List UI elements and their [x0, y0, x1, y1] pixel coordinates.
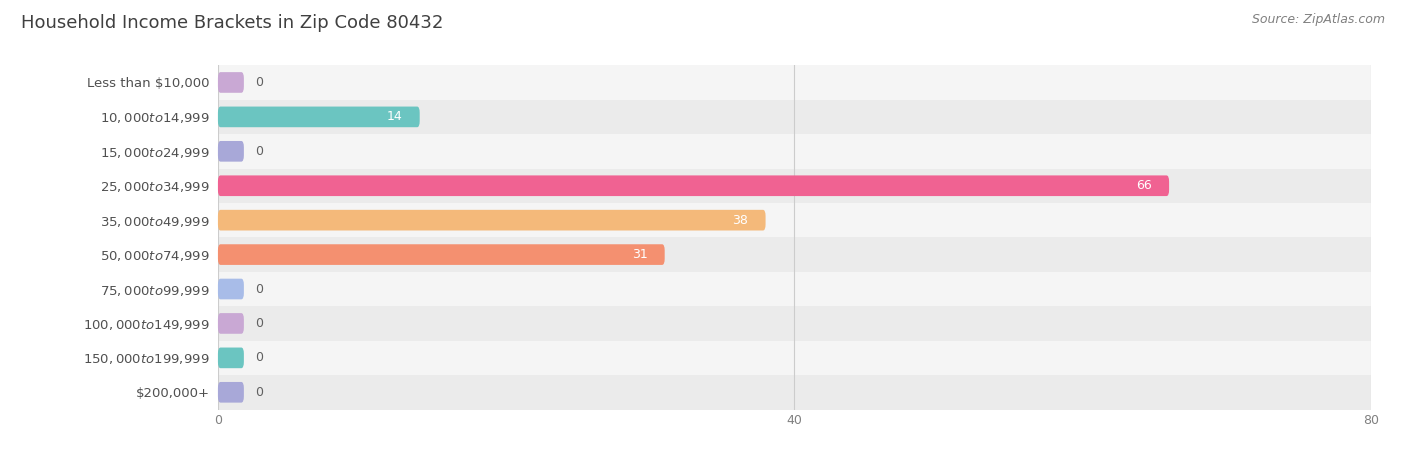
Bar	[218, 65, 1371, 100]
FancyBboxPatch shape	[218, 176, 1170, 196]
Text: 0: 0	[256, 351, 263, 364]
FancyBboxPatch shape	[218, 244, 665, 265]
Text: 0: 0	[256, 145, 263, 158]
Bar	[218, 203, 1371, 238]
Bar	[218, 272, 1371, 306]
FancyBboxPatch shape	[218, 210, 765, 230]
Text: 31: 31	[631, 248, 647, 261]
FancyBboxPatch shape	[218, 279, 243, 299]
Bar	[218, 99, 1371, 134]
FancyBboxPatch shape	[218, 141, 243, 162]
Bar	[218, 341, 1371, 375]
Text: 0: 0	[256, 317, 263, 330]
Text: 0: 0	[256, 76, 263, 89]
Text: 0: 0	[256, 283, 263, 296]
Text: 66: 66	[1136, 179, 1152, 192]
FancyBboxPatch shape	[218, 313, 243, 334]
FancyBboxPatch shape	[218, 72, 243, 93]
Bar	[218, 375, 1371, 410]
Bar	[218, 134, 1371, 168]
Text: 0: 0	[256, 386, 263, 399]
FancyBboxPatch shape	[218, 347, 243, 368]
FancyBboxPatch shape	[218, 107, 419, 127]
Bar	[218, 238, 1371, 272]
Bar	[218, 306, 1371, 341]
Text: Household Income Brackets in Zip Code 80432: Household Income Brackets in Zip Code 80…	[21, 14, 443, 32]
Text: 14: 14	[387, 110, 402, 123]
Text: Source: ZipAtlas.com: Source: ZipAtlas.com	[1251, 14, 1385, 27]
Bar	[218, 168, 1371, 203]
FancyBboxPatch shape	[218, 382, 243, 403]
Text: 38: 38	[733, 214, 748, 227]
